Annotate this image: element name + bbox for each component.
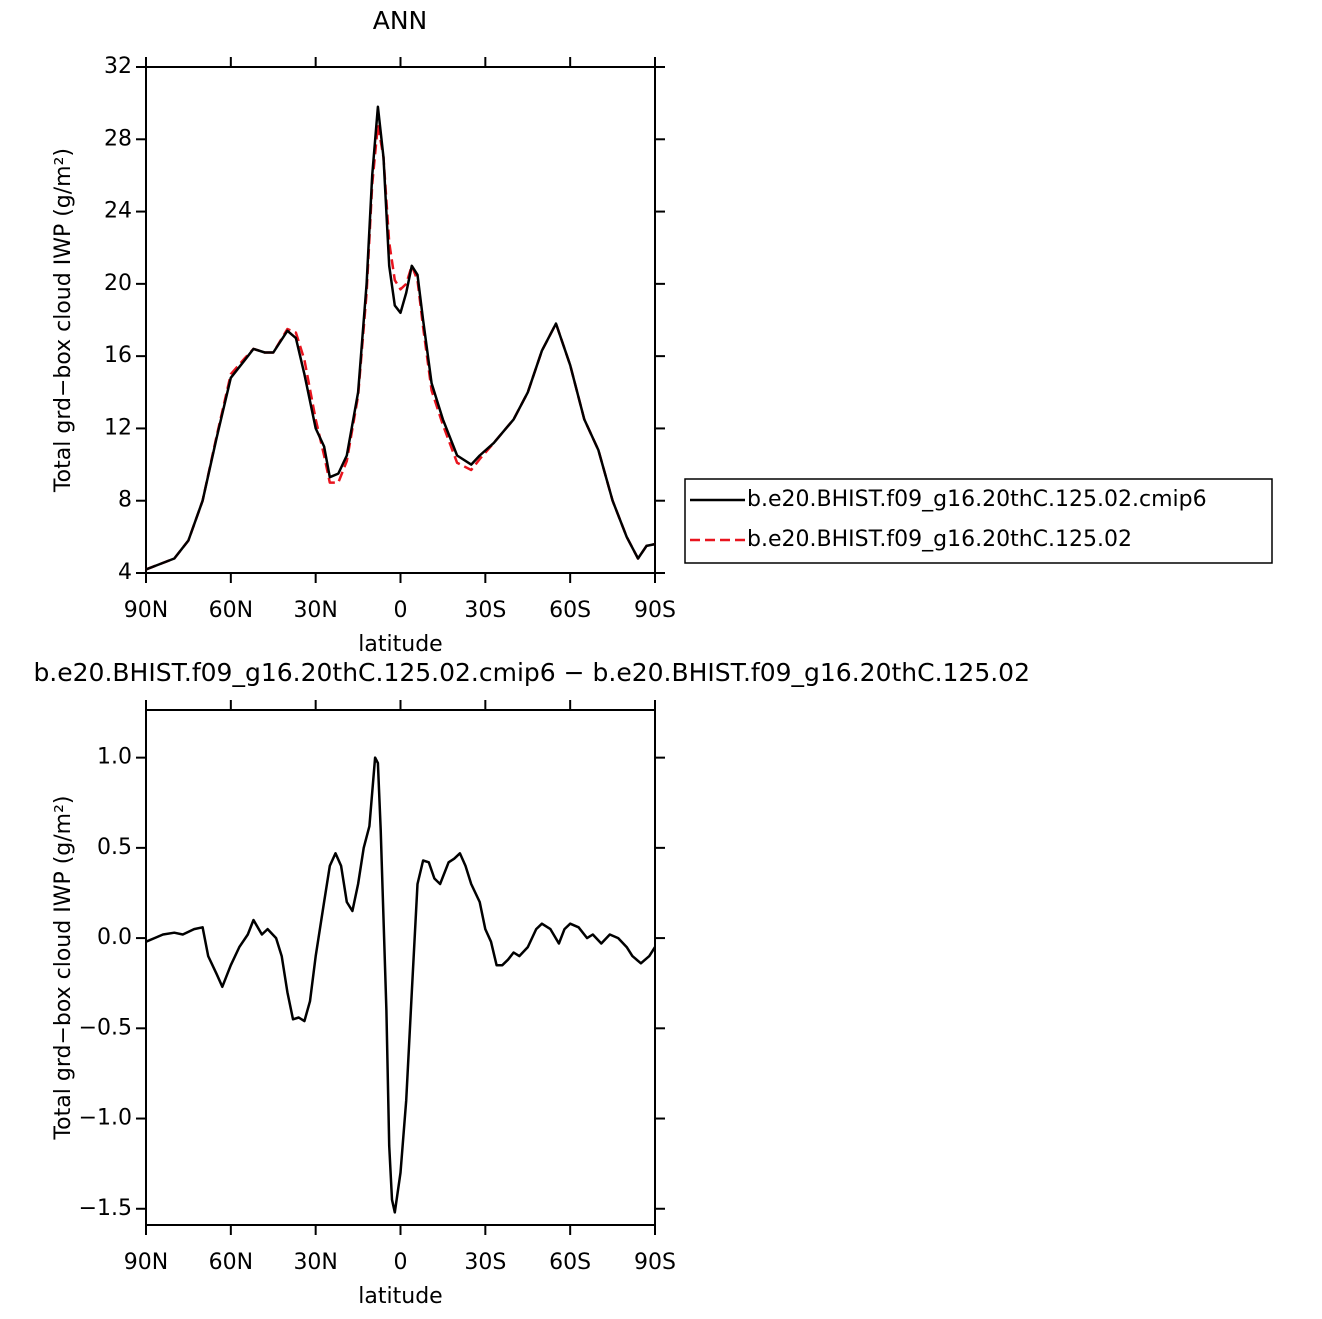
y-tick-label: −0.5 (79, 1015, 132, 1040)
x-axis-label: latitude (358, 632, 442, 657)
legend-label: b.e20.BHIST.f09_g16.20thC.125.02.cmip6 (747, 487, 1207, 512)
y-tick-label: 8 (118, 488, 132, 513)
y-tick-label: 24 (104, 199, 132, 224)
legend-label: b.e20.BHIST.f09_g16.20thC.125.02 (747, 527, 1132, 552)
y-tick-label: 0.5 (97, 835, 132, 860)
x-axis-label: latitude (358, 1284, 442, 1309)
x-tick-label: 30N (293, 1250, 337, 1275)
y-tick-label: −1.0 (79, 1106, 132, 1131)
data-line (145, 756, 657, 1214)
x-tick-label: 0 (394, 1250, 408, 1275)
x-tick-label: 60S (549, 1250, 591, 1275)
x-tick-label: 90N (124, 1250, 168, 1275)
y-tick-label: 32 (104, 54, 132, 79)
y-tick-label: 12 (104, 415, 132, 440)
x-tick-label: 90S (634, 598, 676, 623)
y-tick-label: 1.0 (97, 745, 132, 770)
y-tick-label: 28 (104, 126, 132, 151)
y-tick-label: −1.5 (79, 1196, 132, 1221)
x-tick-label: 60N (209, 1250, 253, 1275)
data-line (145, 105, 656, 571)
x-tick-label: 60S (549, 598, 591, 623)
y-axis-label: Total grd−box cloud IWP (g/m²) (51, 795, 76, 1140)
x-tick-label: 0 (394, 598, 408, 623)
x-tick-label: 30S (464, 1250, 506, 1275)
legend-box (684, 478, 1273, 564)
x-tick-label: 30S (464, 598, 506, 623)
plot-frame (145, 66, 656, 574)
y-axis-label: Total grd−box cloud IWP (g/m²) (51, 148, 76, 493)
y-tick-label: 0.0 (97, 925, 132, 950)
chart-title: ANN (373, 6, 428, 35)
chart-title: b.e20.BHIST.f09_g16.20thC.125.02.cmip6 −… (33, 658, 1030, 687)
x-tick-label: 90S (634, 1250, 676, 1275)
y-tick-label: 20 (104, 271, 132, 296)
y-tick-label: 16 (104, 343, 132, 368)
plot-frame (145, 709, 656, 1226)
x-tick-label: 30N (293, 598, 337, 623)
data-line (145, 123, 656, 571)
y-tick-label: 4 (118, 560, 132, 585)
x-tick-label: 90N (124, 598, 168, 623)
x-tick-label: 60N (209, 598, 253, 623)
